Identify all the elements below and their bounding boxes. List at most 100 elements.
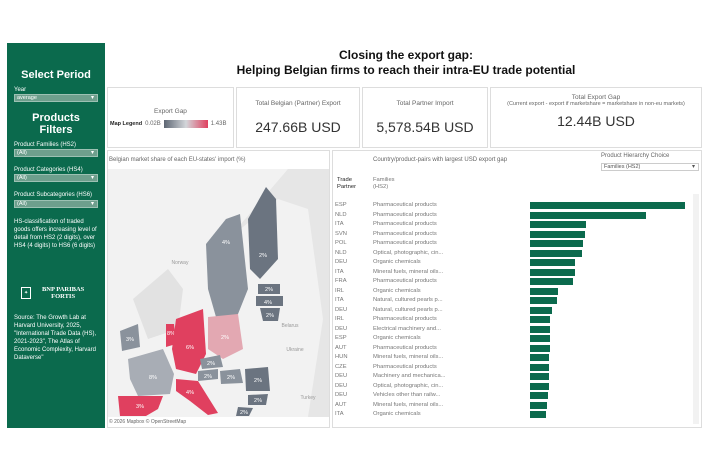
table-row[interactable]: IRL Pharmaceutical products — [335, 315, 530, 324]
country-estonia — [258, 284, 280, 294]
partner-cell: ITA — [335, 268, 344, 275]
gap-bar[interactable] — [530, 230, 586, 238]
country-germany — [172, 309, 206, 374]
label-netherlands: 8% — [167, 331, 175, 337]
gap-bar[interactable] — [530, 211, 646, 219]
family-cell: Organic chemicals — [373, 411, 421, 417]
bnp-logo: ✦ BNP PARIBAS FORTIS — [21, 286, 91, 300]
kpi-title: Total Partner Import — [396, 100, 454, 107]
family-cell: Mineral fuels, mineral oils... — [373, 354, 444, 360]
kpi-value: 5,578.54B USD — [376, 119, 474, 135]
hs6-label: Product Subcategories (HS6) — [14, 192, 93, 198]
label-belarus: Belarus — [282, 323, 299, 329]
label-france: 8% — [149, 375, 157, 381]
legend-gradient — [163, 120, 208, 128]
partner-cell: CZE — [335, 363, 347, 370]
family-cell: Pharmaceutical products — [373, 230, 437, 237]
gap-bar[interactable] — [530, 297, 557, 304]
gap-bar[interactable] — [530, 249, 583, 257]
gap-bar[interactable] — [530, 268, 575, 276]
hs4-label: Product Categories (HS4) — [14, 167, 83, 173]
country-latvia — [256, 296, 283, 306]
table-row[interactable]: ITA Organic chemicals — [335, 410, 530, 419]
table-row[interactable]: ITA Pharmaceutical products — [335, 220, 530, 229]
country-romania — [245, 367, 270, 391]
gap-bar[interactable] — [530, 401, 548, 409]
partner-cell: AUT — [335, 401, 347, 408]
gap-bar[interactable] — [530, 373, 549, 380]
kpi-export-gap: Total Export Gap (Current export - expor… — [490, 87, 702, 148]
gap-bar[interactable] — [530, 392, 548, 399]
table-row[interactable]: NLD Optical, photographic, cin... — [335, 249, 530, 258]
gap-bar[interactable] — [530, 344, 550, 352]
gap-bar[interactable] — [530, 316, 551, 323]
partner-cell: ITA — [335, 411, 344, 417]
table-row[interactable]: AUT Pharmaceutical products — [335, 344, 530, 353]
table-row[interactable]: DEU Optical, photographic, cin... — [335, 382, 530, 391]
logo-stars-icon: ✦ — [21, 287, 32, 299]
partner-cell: DEU — [335, 325, 348, 332]
gap-bar[interactable] — [530, 240, 584, 247]
europe-map[interactable]: 4% 2% 2% 4% 2% 3% 8% 6% 2% 8% 2% 2% 2% 2… — [108, 169, 330, 417]
table-row[interactable]: POL Pharmaceutical products — [335, 239, 530, 248]
page-title: Closing the export gap: Helping Belgian … — [110, 48, 702, 78]
table-row[interactable]: NLD Pharmaceutical products — [335, 211, 530, 220]
hs6-dropdown[interactable]: (All) — [14, 200, 98, 208]
gap-bar[interactable] — [530, 411, 547, 418]
year-label: Year — [14, 87, 27, 93]
gap-bar[interactable] — [530, 306, 553, 314]
table-row[interactable]: IRL Organic chemicals — [335, 287, 530, 296]
table-row[interactable]: FRA Pharmaceutical products — [335, 277, 530, 286]
family-cell: Natural, cultured pearls p... — [373, 306, 443, 313]
legend-title: Export Gap — [154, 108, 187, 115]
label-romania: 2% — [254, 378, 262, 384]
gap-bar[interactable] — [530, 202, 685, 209]
partner-cell: DEU — [335, 392, 348, 398]
table-row[interactable]: ESP Organic chemicals — [335, 334, 530, 343]
gap-bar[interactable] — [530, 259, 575, 266]
label-italy: 4% — [186, 390, 194, 396]
partner-cell: DEU — [335, 373, 348, 379]
family-cell: Pharmaceutical products — [373, 363, 437, 370]
year-dropdown[interactable]: average — [14, 94, 98, 102]
gap-bar[interactable] — [530, 354, 550, 361]
label-bulgaria: 2% — [254, 398, 262, 404]
gap-bar[interactable] — [530, 287, 558, 295]
gap-bar[interactable] — [530, 278, 573, 285]
family-cell: Electrical machinery and... — [373, 325, 441, 332]
table-row[interactable]: DEU Machinery and mechanica... — [335, 372, 530, 381]
table-row[interactable]: HUN Mineral fuels, mineral oils... — [335, 353, 530, 362]
scrollbar[interactable] — [693, 194, 699, 424]
hierarchy-dropdown[interactable]: Families (HS2) — [601, 163, 699, 171]
gap-bar[interactable] — [530, 363, 549, 371]
country-bulgaria — [248, 394, 268, 405]
table-row[interactable]: CZE Pharmaceutical products — [335, 363, 530, 372]
table-row[interactable]: ITA Mineral fuels, mineral oils... — [335, 268, 530, 277]
table-row[interactable]: SVN Pharmaceutical products — [335, 230, 530, 239]
family-cell: Pharmaceutical products — [373, 221, 437, 227]
table-row[interactable]: ITA Natural, cultured pearls p... — [335, 296, 530, 305]
hs2-label: Product Families (HS2) — [14, 142, 77, 148]
hs4-dropdown[interactable]: (All) — [14, 174, 98, 182]
country-poland — [208, 314, 243, 359]
family-cell: Pharmaceutical products — [373, 278, 437, 284]
table-row[interactable]: AUT Mineral fuels, mineral oils... — [335, 401, 530, 410]
col-header-families: Families (HS2) — [373, 177, 395, 190]
partner-cell: NLD — [335, 211, 347, 218]
gap-bar[interactable] — [530, 325, 551, 333]
partner-cell: DEU — [335, 259, 348, 265]
gap-bar[interactable] — [530, 335, 550, 342]
table-row[interactable]: DEU Natural, cultured pearls p... — [335, 306, 530, 315]
family-cell: Machinery and mechanica... — [373, 373, 446, 379]
hs2-dropdown[interactable]: (All) — [14, 149, 98, 157]
table-row[interactable]: DEU Vehicles other than railw... — [335, 391, 530, 400]
hierarchy-label: Product Hierarchy Choice — [601, 153, 670, 159]
label-greece: 2% — [240, 410, 248, 416]
table-row[interactable]: ESP Pharmaceutical products — [335, 201, 530, 210]
table-row[interactable]: DEU Organic chemicals — [335, 258, 530, 267]
products-filters-heading: Products Filters — [32, 112, 80, 136]
gap-bar[interactable] — [530, 382, 549, 390]
gap-bar[interactable] — [530, 221, 586, 228]
table-row[interactable]: DEU Electrical machinery and... — [335, 325, 530, 334]
label-lithuania: 2% — [266, 313, 274, 319]
